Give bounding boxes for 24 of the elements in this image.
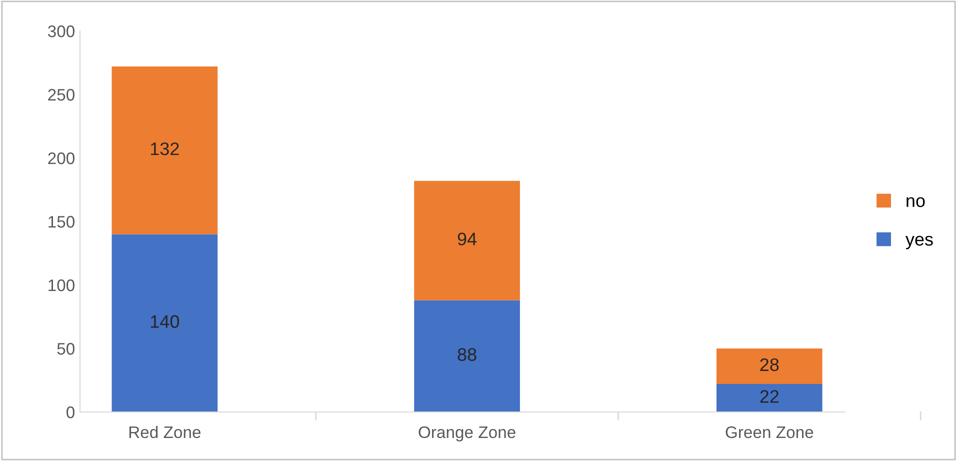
bar xyxy=(716,384,822,412)
data-label: 94 xyxy=(458,232,477,246)
bar xyxy=(716,348,822,384)
data-label: 88 xyxy=(458,348,476,361)
bar xyxy=(414,300,520,412)
data-label: 140 xyxy=(150,315,180,328)
x-tick-label: Red Zone xyxy=(129,426,201,438)
y-tick-label: 150 xyxy=(48,216,74,228)
x-tick-label: Orange Zone xyxy=(418,426,516,442)
data-label: 28 xyxy=(760,358,779,372)
bar xyxy=(112,234,218,412)
legend-label: no xyxy=(906,197,925,208)
data-label: 22 xyxy=(760,390,779,403)
y-tick-label: 300 xyxy=(48,25,74,38)
y-tick-label: 100 xyxy=(48,279,74,292)
x-tick-label: Green Zone xyxy=(726,426,814,438)
y-tick-label: 50 xyxy=(57,342,74,355)
y-tick-label: 0 xyxy=(66,406,74,418)
y-tick-label: 200 xyxy=(48,152,74,164)
bar xyxy=(112,66,218,234)
bar xyxy=(414,180,520,300)
y-tick-label: 250 xyxy=(48,88,74,101)
data-label: 132 xyxy=(150,142,179,156)
legend-label: yes xyxy=(905,236,933,250)
